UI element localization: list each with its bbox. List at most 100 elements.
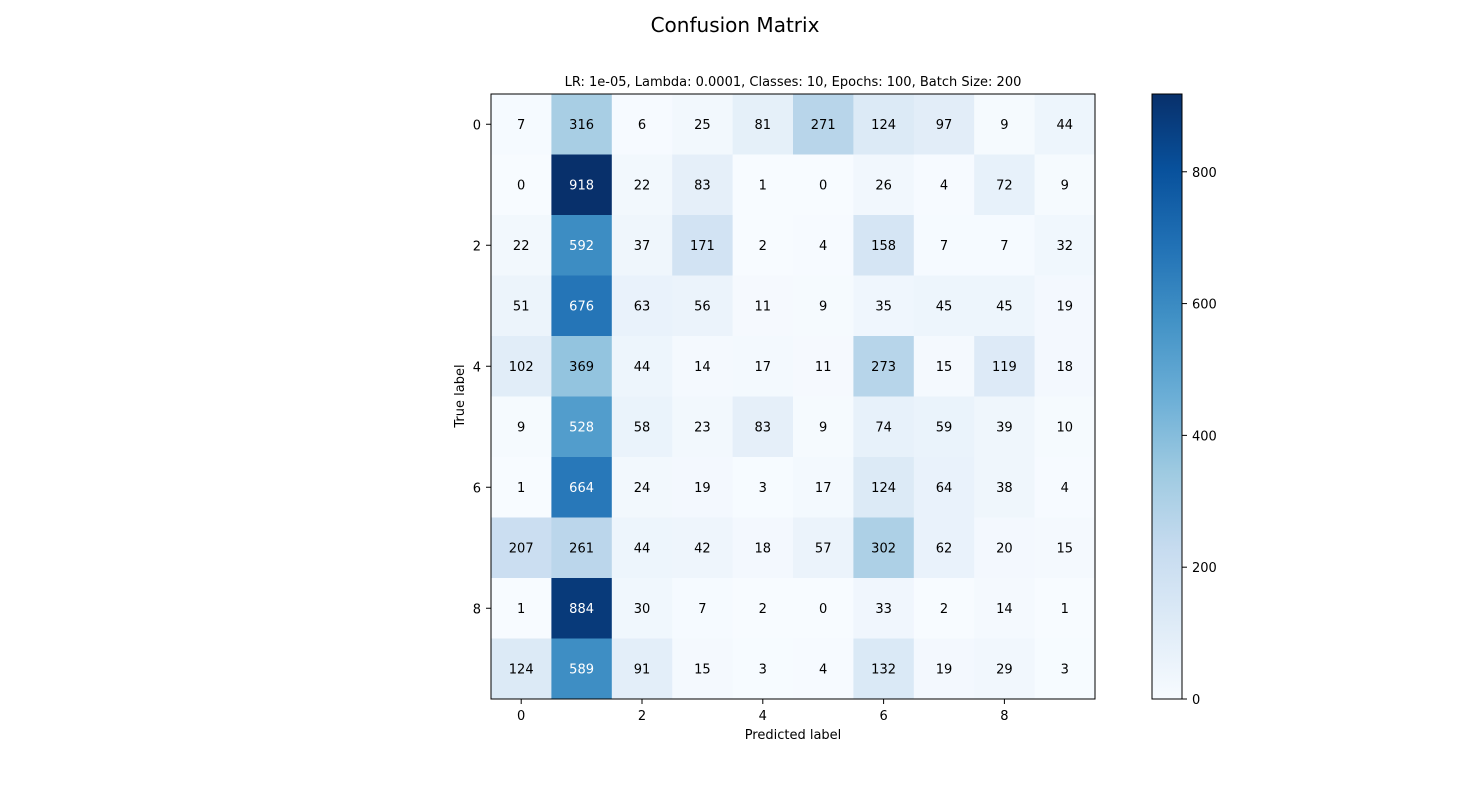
cell-value-r7-c5: 57	[815, 541, 832, 556]
cell-value-r9-c9: 3	[1061, 662, 1069, 677]
heatmap-cell-r7-c2	[611, 517, 673, 579]
x-tick-label-8: 8	[1000, 709, 1008, 724]
heatmap-cell-r1-c1	[551, 154, 613, 216]
heatmap-cell-r2-c3	[672, 215, 734, 276]
heatmap-cell-r6-c2	[611, 457, 673, 518]
heatmap-cell-r9-c5	[793, 638, 854, 700]
heatmap-cell-r7-c7	[913, 517, 975, 579]
cell-value-r2-c4: 2	[759, 239, 767, 254]
cell-value-r5-c4: 83	[755, 420, 772, 435]
heatmap-cell-r9-c9	[1034, 638, 1096, 700]
heatmap-cell-r2-c4	[732, 215, 794, 276]
chart-subtitle: LR: 1e-05, Lambda: 0.0001, Classes: 10, …	[565, 75, 1022, 90]
heatmap-cell-r6-c0	[491, 457, 552, 518]
cell-value-r1-c4: 1	[759, 178, 767, 193]
cell-value-r1-c6: 26	[875, 178, 892, 193]
heatmap-cell-r8-c6	[853, 578, 915, 639]
heatmap-cell-r6-c5	[793, 457, 854, 518]
heatmap-cell-r6-c9	[1034, 457, 1096, 518]
heatmap-cell-r4-c1	[551, 336, 613, 397]
cell-value-r7-c7: 62	[936, 541, 953, 556]
colorbar-tick-label-200: 200	[1192, 561, 1217, 576]
cell-value-r6-c9: 4	[1061, 481, 1069, 496]
heatmap-cell-r9-c1	[551, 638, 613, 700]
cell-value-r1-c8: 72	[996, 178, 1013, 193]
plot-frame	[490, 93, 1096, 700]
heatmap-cell-r8-c7	[913, 578, 975, 639]
cell-value-r3-c5: 9	[819, 299, 827, 314]
x-axis-label: Predicted label	[745, 728, 842, 743]
heatmap-cell-r2-c9	[1034, 215, 1096, 276]
heatmap-cell-r0-c2	[611, 94, 673, 155]
heatmap-cell-r3-c4	[732, 275, 794, 337]
heatmap-cell-r8-c9	[1034, 578, 1096, 639]
heatmap-cell-r1-c4	[732, 154, 794, 216]
cell-value-r2-c7: 7	[940, 239, 948, 254]
heatmap-cell-r4-c0	[491, 336, 552, 397]
cell-value-r7-c0: 207	[509, 541, 534, 556]
heatmap-cell-r1-c5	[793, 154, 854, 216]
heatmap-cell-r9-c2	[611, 638, 673, 700]
cell-value-r9-c5: 4	[819, 662, 827, 677]
cell-value-r3-c2: 63	[634, 299, 651, 314]
cell-value-r7-c6: 302	[871, 541, 896, 556]
heatmap-cell-r4-c3	[672, 336, 734, 397]
heatmap-cell-r9-c7	[913, 638, 975, 700]
cell-value-r8-c6: 33	[875, 602, 892, 617]
cell-value-r3-c8: 45	[996, 299, 1013, 314]
heatmap-cell-r4-c5	[793, 336, 854, 397]
heatmap-cell-r2-c7	[913, 215, 975, 276]
heatmap-cell-r8-c2	[611, 578, 673, 639]
cell-value-r2-c1: 592	[569, 239, 594, 254]
colorbar-tick-label-800: 800	[1192, 166, 1217, 181]
heatmap-cell-r1-c3	[672, 154, 734, 216]
heatmap-cell-r1-c2	[611, 154, 673, 216]
y-tick-label-0: 0	[473, 118, 481, 133]
cell-value-r0-c6: 124	[871, 118, 896, 133]
cell-value-r3-c9: 19	[1057, 299, 1074, 314]
cell-value-r3-c4: 11	[755, 299, 772, 314]
cell-value-r6-c8: 38	[996, 481, 1013, 496]
heatmap-cell-r3-c2	[611, 275, 673, 337]
colorbar-tick-label-400: 400	[1192, 429, 1217, 444]
x-axis-ticks: 0 2 4 6 8	[517, 699, 1009, 724]
heatmap-cell-r7-c3	[672, 517, 734, 579]
heatmap-cell-r8-c8	[974, 578, 1036, 639]
colorbar-gradient	[1152, 94, 1182, 699]
cell-value-r8-c3: 7	[698, 602, 706, 617]
heatmap-cell-r3-c8	[974, 275, 1036, 337]
cell-value-r4-c6: 273	[871, 360, 896, 375]
heatmap-cell-r5-c2	[611, 396, 673, 458]
heatmap-cell-r8-c1	[551, 578, 613, 639]
cell-value-r5-c2: 58	[634, 420, 651, 435]
cell-value-r7-c9: 15	[1057, 541, 1074, 556]
cell-value-r5-c9: 10	[1057, 420, 1074, 435]
cell-value-r0-c4: 81	[755, 118, 772, 133]
y-axis-label: True label	[453, 364, 468, 428]
x-tick-label-2: 2	[638, 709, 646, 724]
heatmap-cell-r3-c6	[853, 275, 915, 337]
cell-value-r2-c6: 158	[871, 239, 896, 254]
cell-value-r7-c1: 261	[569, 541, 594, 556]
cell-value-r1-c7: 4	[940, 178, 948, 193]
colorbar: 0 200 400 600 800	[1151, 93, 1217, 708]
cell-value-r2-c8: 7	[1000, 239, 1008, 254]
heatmap-cell-r1-c7	[913, 154, 975, 216]
heatmap-cell-r5-c6	[853, 396, 915, 458]
cell-value-r9-c3: 15	[694, 662, 711, 677]
cell-value-r1-c0: 0	[517, 178, 525, 193]
cell-value-r4-c0: 102	[509, 360, 534, 375]
heatmap-cell-r4-c6	[853, 336, 915, 397]
heatmap-cell-r5-c4	[732, 396, 794, 458]
cell-value-r8-c0: 1	[517, 602, 525, 617]
cell-value-r0-c9: 44	[1057, 118, 1074, 133]
heatmap-cell-r2-c0	[491, 215, 552, 276]
heatmap-cell-r0-c7	[913, 94, 975, 155]
heatmap-cell-r6-c3	[672, 457, 734, 518]
cell-value-r9-c4: 3	[759, 662, 767, 677]
colorbar-frame	[1151, 93, 1183, 700]
heatmap-cell-r7-c5	[793, 517, 854, 579]
cell-value-r8-c5: 0	[819, 602, 827, 617]
heatmap-cell-r3-c7	[913, 275, 975, 337]
cell-value-r4-c7: 15	[936, 360, 953, 375]
